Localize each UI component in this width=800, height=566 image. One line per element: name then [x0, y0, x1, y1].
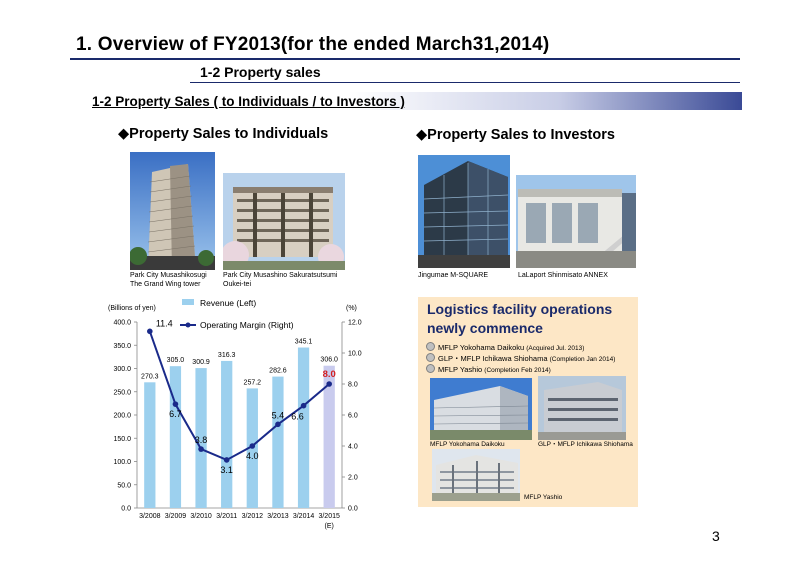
revenue-bar — [221, 360, 233, 508]
x-tick-label: 3/2009 — [165, 513, 187, 520]
photo-mflp-yashio — [432, 449, 520, 501]
revenue-bar — [323, 365, 335, 508]
caption-glp-mflp-ichikawa: GLP・MFLP Ichikawa Shiohama — [538, 441, 633, 448]
operating-margin-value-label: 3.8 — [195, 435, 208, 445]
revenue-value-label: 257.2 — [244, 379, 262, 386]
caption-mflp-yashio: MFLP Yashio — [524, 494, 563, 501]
logistics-title: Logistics facility operations newly comm… — [427, 300, 612, 338]
y-left-tick-label: 250.0 — [113, 389, 131, 396]
y-left-tick-label: 350.0 — [113, 343, 131, 350]
y-right-tick-label: 12.0 — [348, 320, 362, 327]
x-tick-note: (E) — [325, 523, 334, 530]
operating-margin-value-label: 4.0 — [246, 451, 259, 461]
y-left-axis-label: (Billions of yen) — [108, 305, 156, 312]
logistics-item: MFLP Yashio (Completion Feb 2014) — [426, 364, 551, 374]
operating-margin-point — [147, 328, 153, 335]
photo-mflp-yokohama-daikoku — [430, 378, 532, 440]
section-title: 1-2 Property Sales ( to Individuals / to… — [92, 94, 405, 109]
y-right-tick-label: 6.0 — [348, 413, 358, 420]
bullet-icon — [426, 353, 435, 362]
photo-musashikosugi — [130, 152, 215, 270]
y-left-tick-label: 50.0 — [117, 482, 131, 489]
revenue-value-label: 316.3 — [218, 352, 236, 359]
y-left-tick-label: 100.0 — [113, 459, 131, 466]
operating-margin-value-label: 8.0 — [323, 369, 336, 380]
operating-margin-line — [148, 330, 330, 462]
legend-label-margin: Operating Margin (Right) — [200, 320, 294, 330]
x-tick-label: 3/2015 — [318, 513, 340, 520]
revenue-bar — [169, 366, 182, 508]
caption-lalaport-annex: LaLaport Shinmisato ANNEX — [518, 272, 608, 279]
operating-margin-point — [326, 381, 332, 387]
bullet-icon — [426, 342, 435, 351]
caption-jingumae-msquare: Jingumae M-SQUARE — [418, 272, 489, 279]
x-tick-label: 3/2011 — [216, 513, 237, 520]
y-right-tick-label: 0.0 — [348, 506, 358, 513]
revenue-value-label: 306.0 — [320, 357, 338, 364]
operating-margin-point — [249, 443, 256, 449]
revenue-margin-chart: 0.0 50.0 100.0 150.0 200.0 250.0 300.0 350.0 400… — [108, 298, 362, 530]
operating-margin-point — [300, 402, 307, 409]
revenue-bar — [272, 376, 284, 508]
revenue-bar — [297, 347, 310, 508]
logistics-title-line1: Logistics facility operations — [427, 301, 613, 317]
revenue-value-label: 345.1 — [295, 339, 313, 346]
page-number: 3 — [712, 528, 720, 544]
operating-margin-value-label: 6.7 — [169, 409, 182, 419]
photo-lalaport-annex — [516, 175, 636, 268]
operating-margin-value-label: 11.4 — [156, 318, 173, 328]
logistics-item: GLP・MFLP Ichikawa Shiohama (Completion J… — [426, 353, 615, 364]
operating-margin-value-label: 6.6 — [291, 412, 304, 422]
title-rule — [70, 58, 740, 60]
operating-margin-point — [172, 401, 179, 407]
heading-individuals: ◆Property Sales to Individuals — [118, 126, 329, 142]
y-right-tick-label: 10.0 — [348, 351, 362, 358]
revenue-value-label: 282.6 — [269, 368, 287, 375]
y-left-tick-label: 150.0 — [113, 436, 131, 443]
section-bar — [88, 92, 742, 110]
y-right-axis-label: (%) — [346, 305, 357, 312]
x-tick-label: 3/2013 — [267, 513, 289, 520]
revenue-value-label: 300.9 — [192, 359, 210, 366]
operating-margin-point — [223, 457, 230, 463]
operating-margin-value-label: 3.1 — [220, 465, 233, 475]
x-tick-label: 3/2012 — [242, 513, 264, 520]
y-left-tick-label: 400.0 — [113, 320, 131, 327]
operating-margin-point — [198, 446, 204, 452]
heading-investors: ◆Property Sales to Investors — [416, 127, 615, 143]
revenue-value-label: 305.0 — [167, 357, 185, 364]
page-title: 1. Overview of FY2013(for the ended Marc… — [76, 34, 550, 55]
operating-margin-point — [275, 421, 281, 428]
revenue-bar — [144, 382, 156, 508]
photo-jingumae-msquare — [418, 155, 510, 268]
photo-glp-mflp-ichikawa — [538, 376, 626, 440]
y-right-tick-label: 8.0 — [348, 382, 358, 389]
x-tick-label: 3/2014 — [293, 513, 315, 520]
x-tick-label: 3/2010 — [190, 513, 212, 520]
y-right-tick-label: 2.0 — [348, 475, 358, 482]
y-left-tick-label: 300.0 — [113, 366, 131, 373]
y-right-tick-label: 4.0 — [348, 444, 358, 451]
operating-margin-value-label: 5.4 — [272, 410, 285, 420]
bullet-icon — [426, 364, 435, 373]
logistics-item: MFLP Yokohama Daikoku (Acquired Jul. 201… — [426, 342, 584, 352]
caption-sakuratsutsumi: Park City Musashino Sakuratsutsumi Oukei… — [223, 272, 338, 288]
x-tick-label: 3/2008 — [139, 513, 161, 520]
y-left-tick-label: 0.0 — [121, 506, 131, 513]
legend-swatch-revenue — [182, 299, 194, 305]
photo-sakuratsutsumi — [223, 173, 345, 270]
subtitle-rule — [190, 82, 740, 83]
caption-mflp-yokohama-daikoku: MFLP Yokohama Daikoku — [430, 441, 505, 448]
revenue-value-label: 270.3 — [141, 373, 159, 380]
logistics-title-line2: newly commence — [427, 320, 543, 336]
legend-label-revenue: Revenue (Left) — [200, 298, 256, 308]
legend-marker-margin — [185, 322, 191, 328]
revenue-bar — [195, 368, 207, 508]
y-left-tick-label: 200.0 — [113, 413, 131, 420]
caption-musashikosugi: Park City Musashikosugi The Grand Wing t… — [130, 272, 207, 288]
page-subtitle: 1-2 Property sales — [200, 64, 321, 80]
